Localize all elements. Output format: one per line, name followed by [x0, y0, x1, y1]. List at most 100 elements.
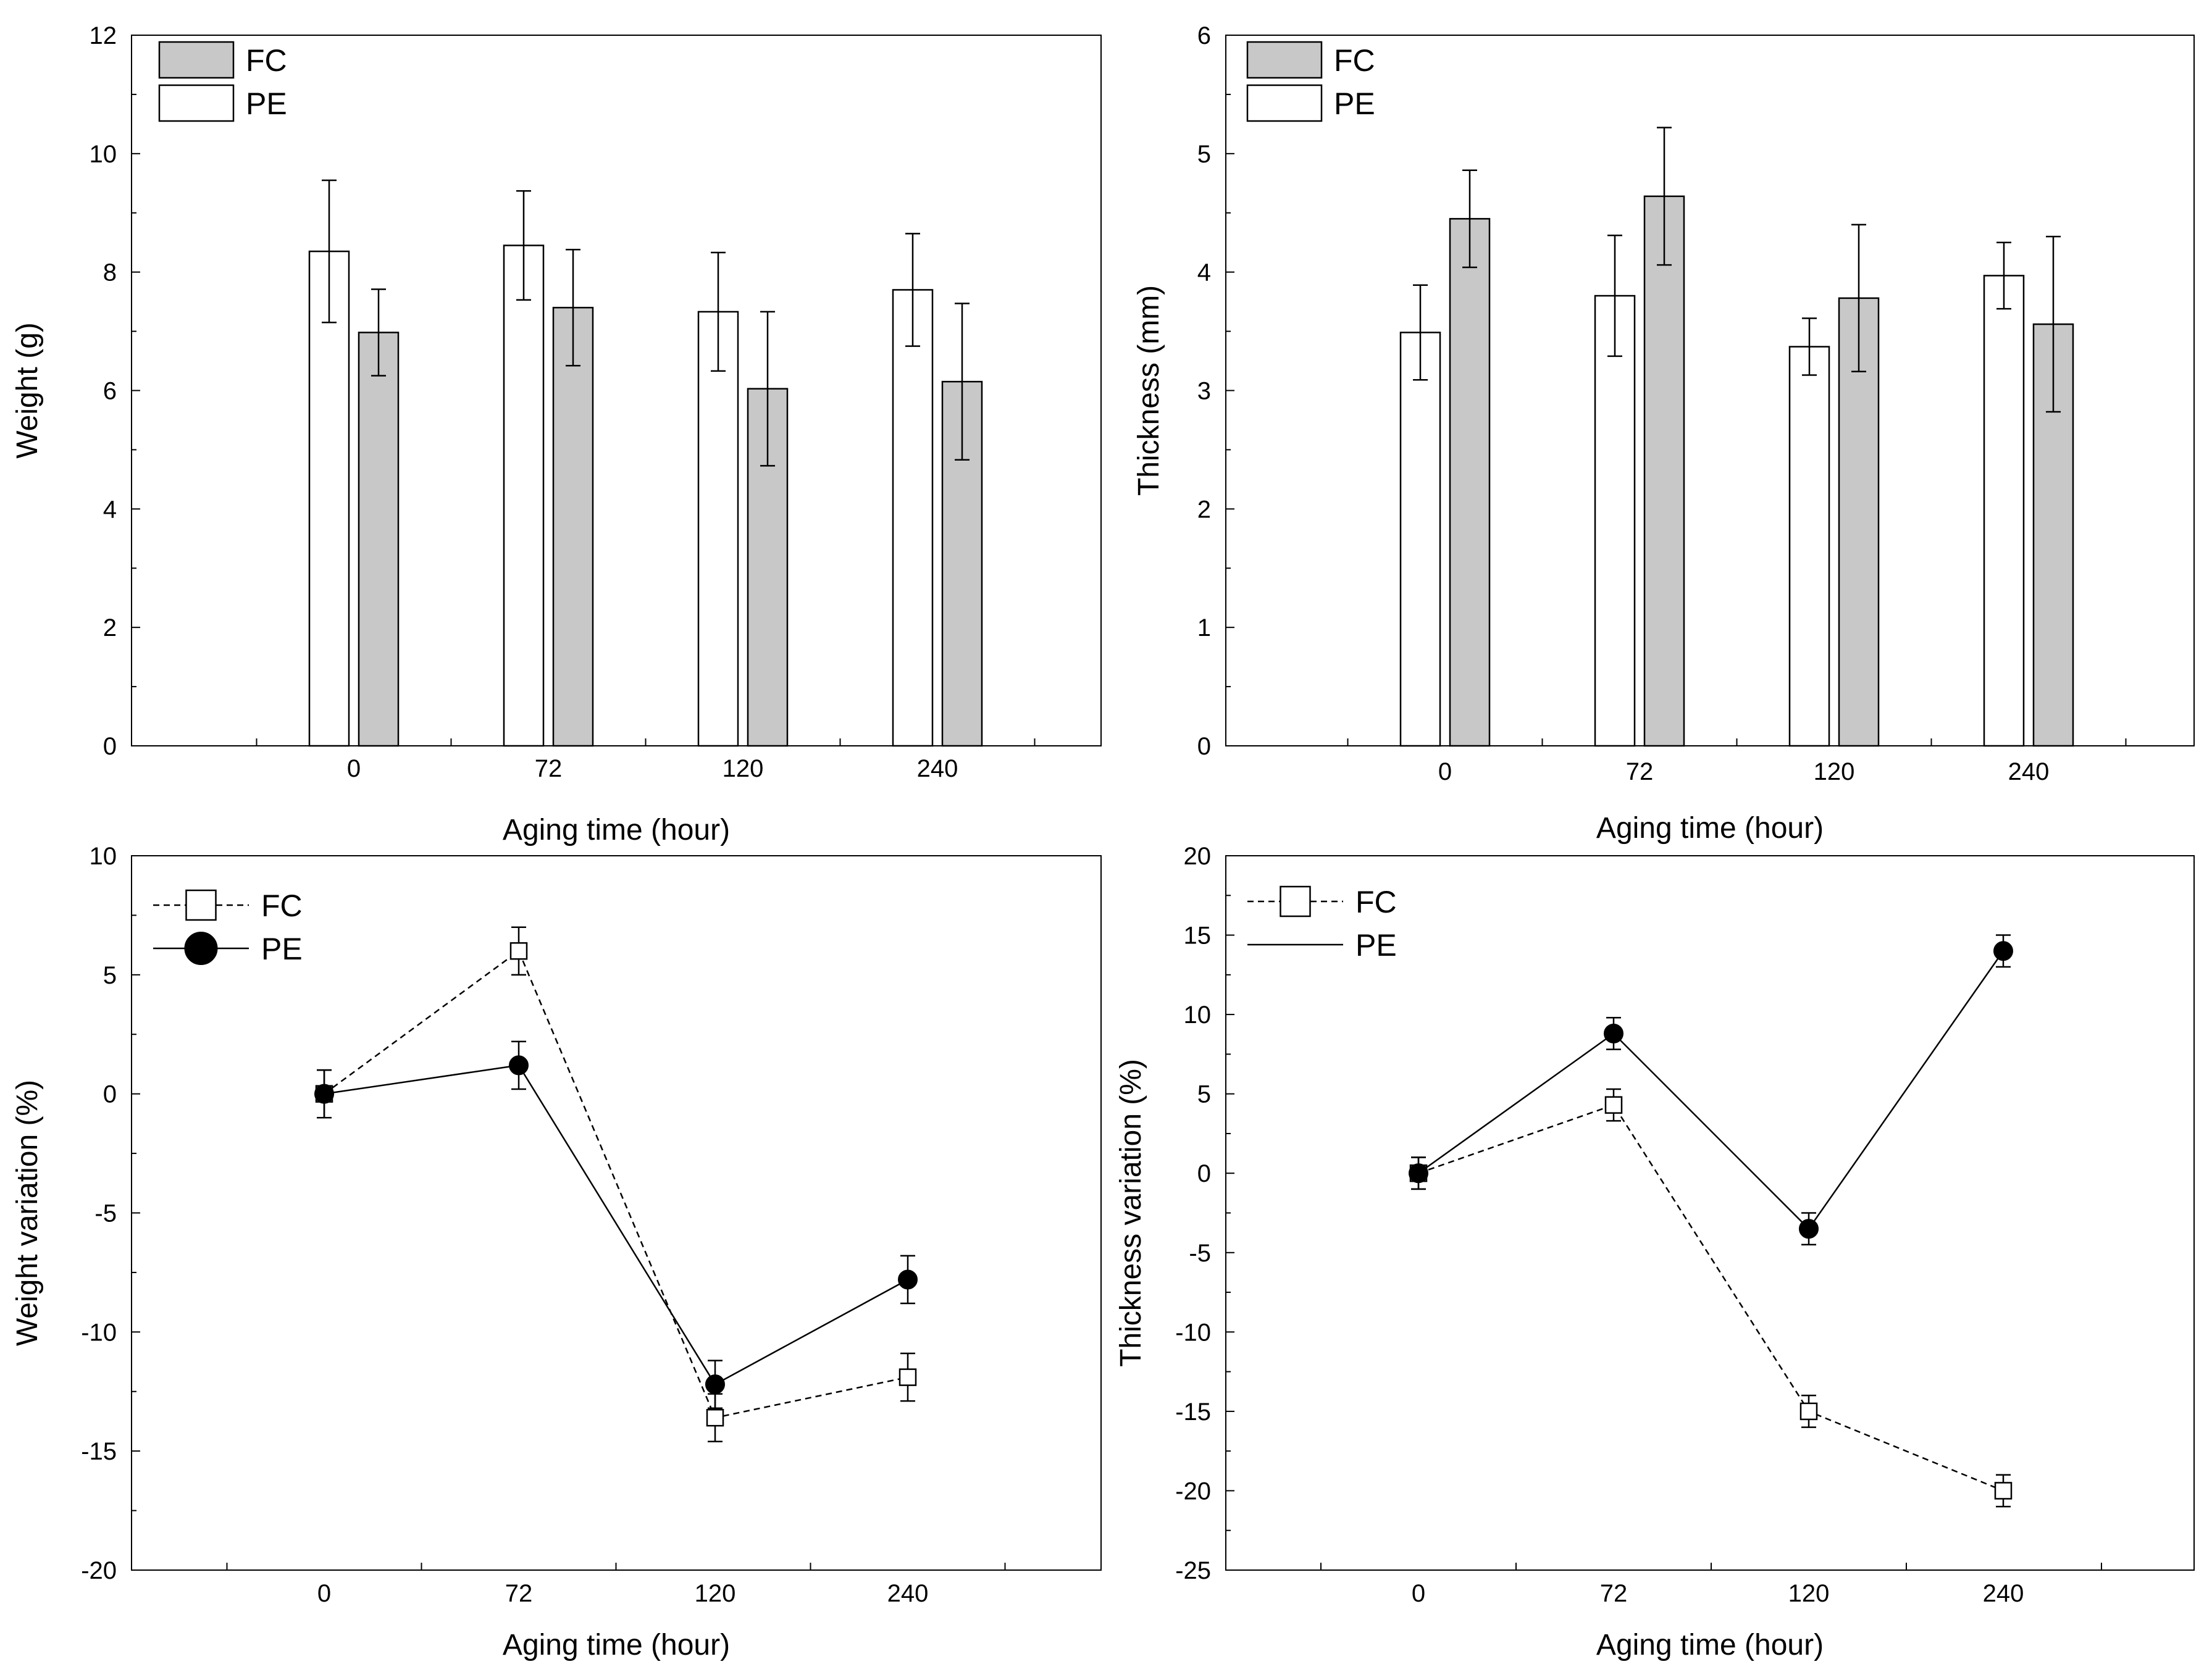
legend-swatch-pe: [158, 84, 235, 122]
y-tick-label: 0: [1197, 1160, 1211, 1187]
bar-fc-120: [747, 388, 789, 747]
marker-circle: [1604, 1023, 1623, 1043]
y-tick-label: 2: [1197, 496, 1211, 523]
marker-circle: [509, 1055, 529, 1076]
marker-circle: [705, 1374, 725, 1395]
legend-label-fc: FC: [261, 888, 303, 923]
x-tick-label: 120: [723, 755, 764, 782]
legend-label-fc: FC: [1334, 43, 1375, 78]
y-tick-label: 2: [103, 614, 117, 641]
legend-label-fc: FC: [1355, 885, 1397, 919]
bar-pe-72: [1594, 295, 1636, 747]
y-tick-label: 12: [90, 22, 117, 49]
x-tick-label: 240: [2008, 758, 2050, 785]
y-axis-label: Weight variation (%): [11, 1080, 44, 1346]
y-tick-label: 5: [1197, 1081, 1211, 1108]
bar-pe-0: [308, 250, 350, 747]
x-tick-label: 240: [917, 755, 958, 782]
y-tick-label: 15: [1184, 922, 1212, 950]
x-tick-label: 240: [887, 1580, 929, 1607]
y-tick-label: 4: [103, 496, 117, 523]
bar-pe-120: [697, 311, 739, 747]
y-tick-label: 5: [103, 962, 117, 989]
y-tick-label: 0: [103, 1081, 117, 1108]
y-tick-label: 10: [90, 141, 117, 168]
marker-square: [509, 942, 528, 960]
marker-circle: [898, 1269, 918, 1290]
legend-swatch-fc: [158, 41, 235, 79]
bar-fc-0: [1449, 218, 1491, 747]
series-line-pe: [1418, 950, 2005, 1231]
y-axis-label: Thickness variation (%): [1115, 1059, 1147, 1367]
x-tick-label: 240: [1983, 1580, 2024, 1607]
bar-pe-240: [892, 289, 934, 747]
y-tick-label: -20: [81, 1557, 117, 1584]
x-tick-label: 72: [505, 1580, 533, 1607]
x-tick-label: 0: [347, 755, 361, 782]
marker-circle: [314, 1084, 334, 1104]
y-axis-label: Weight (g): [11, 322, 44, 459]
legend-label-pe: PE: [1334, 86, 1375, 121]
bar-pe-72: [503, 244, 545, 747]
y-tick-label: 10: [90, 843, 117, 870]
y-tick-label: 1: [1197, 614, 1211, 641]
y-tick-label: -20: [1175, 1477, 1211, 1505]
marker-circle: [1409, 1163, 1428, 1184]
y-tick-label: 8: [103, 259, 117, 286]
y-tick-label: 20: [1184, 843, 1212, 870]
bar-fc-72: [1643, 195, 1685, 747]
bar-pe-0: [1399, 332, 1441, 747]
bar-pe-120: [1788, 346, 1830, 747]
bar-pe-240: [1983, 275, 2025, 747]
marker-square: [899, 1368, 917, 1386]
marker-square: [706, 1408, 724, 1427]
legend-label-pe: PE: [261, 932, 303, 966]
marker-square: [185, 889, 217, 921]
x-axis-label: Aging time (hour): [1596, 812, 1824, 845]
x-axis-label: Aging time (hour): [1596, 1629, 1824, 1661]
legend-label-fc: FC: [246, 43, 287, 78]
plot-frame: [1225, 855, 2195, 1571]
chart-weight-variation: -20 -15 -10 -5 0 5 10 0 72 120 240 Aging time (hour…: [11, 843, 1102, 1661]
legend-label-pe: PE: [1355, 928, 1397, 963]
x-tick-label: 0: [1412, 1580, 1425, 1607]
series-line-pe: [324, 1064, 908, 1385]
y-tick-label: 5: [1197, 141, 1211, 168]
legend-label-pe: PE: [246, 86, 287, 121]
x-tick-label: 0: [1438, 758, 1452, 785]
series-line-fc: [324, 950, 908, 1419]
x-tick-label: 72: [535, 755, 563, 782]
marker-circle: [184, 932, 218, 965]
x-tick-label: 120: [1814, 758, 1855, 785]
y-tick-label: -25: [1175, 1557, 1211, 1584]
y-axis-label: Thickness (mm): [1133, 285, 1165, 496]
marker-square: [1994, 1482, 2013, 1500]
y-tick-label: -10: [81, 1319, 117, 1346]
y-tick-label: -10: [1175, 1319, 1211, 1346]
x-axis-label: Aging time (hour): [503, 814, 730, 846]
bar-fc-0: [358, 332, 400, 747]
marker-square: [1604, 1096, 1623, 1114]
x-tick-label: 120: [1788, 1580, 1830, 1607]
x-tick-label: 72: [1600, 1580, 1628, 1607]
legend-swatch-fc: [1246, 41, 1323, 79]
bar-fc-120: [1838, 297, 1880, 747]
y-tick-label: 3: [1197, 378, 1211, 405]
y-tick-label: 10: [1184, 1001, 1212, 1029]
y-tick-label: 0: [103, 733, 117, 760]
legend-swatch-pe: [1246, 84, 1323, 122]
x-tick-label: 120: [695, 1580, 736, 1607]
marker-square: [1799, 1402, 1818, 1421]
marker-circle: [1799, 1219, 1819, 1239]
chart-thickness-variation: -25 -20 -15 -10 -5 0 5 10 15 20 0 72 120 240 Aging tim…: [1115, 843, 2195, 1661]
x-tick-label: 0: [317, 1580, 331, 1607]
y-tick-label: -5: [1189, 1240, 1211, 1267]
bar-fc-72: [552, 306, 594, 747]
x-axis-label: Aging time (hour): [503, 1629, 730, 1661]
marker-square: [1280, 885, 1311, 917]
y-tick-label: -15: [81, 1438, 117, 1465]
marker-circle: [1993, 941, 2013, 961]
x-tick-label: 72: [1626, 758, 1654, 785]
